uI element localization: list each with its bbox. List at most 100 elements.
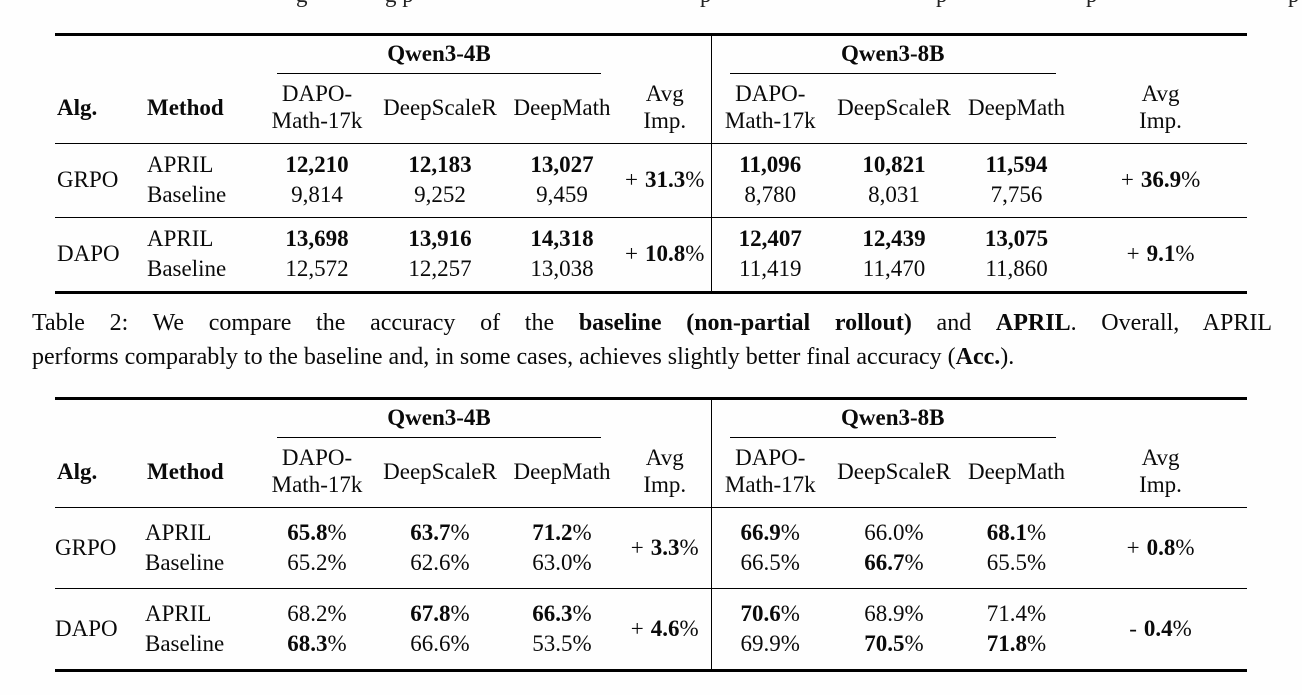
group-title: Qwen3-4B <box>277 405 601 438</box>
baseline-value: 11,470 <box>862 256 926 281</box>
group-title: Qwen3-4B <box>277 41 601 74</box>
col-header-alg: Alg. <box>55 438 145 508</box>
value-cell: 10,821 8,031 <box>829 144 959 218</box>
avg-imp-cell: +31.3% <box>619 144 711 218</box>
header-line: Math-17k <box>271 472 363 497</box>
model-group-row: Qwen3-4B Qwen3-8B <box>55 398 1247 439</box>
avg-value: 36.9 <box>1140 167 1182 192</box>
value-cell: 71.2% 63.0% <box>505 508 619 589</box>
header-line: Math-17k <box>271 108 363 133</box>
caption-text-bold: baseline (non-partial rollout) <box>578 310 912 336</box>
percent-sign: % <box>1175 535 1195 560</box>
value-cell: 14,318 13,038 <box>505 217 619 293</box>
method-cell: APRIL Baseline <box>145 217 259 293</box>
header-line: Avg <box>1141 445 1180 470</box>
baseline-value: 71.8% <box>986 631 1047 656</box>
value-cell: 70.6% 69.9% <box>710 588 829 671</box>
avg-value: 0.4 <box>1143 616 1173 641</box>
value-cell: 13,075 11,860 <box>959 217 1075 293</box>
spacer-cell <box>1074 399 1247 439</box>
avg-imp-cell: +36.9% <box>1074 144 1247 218</box>
value-cell: 12,439 11,470 <box>829 217 959 293</box>
avg-value: 0.8 <box>1146 535 1176 560</box>
col-header-dapo-math-17k: DAPO- Math-17k <box>710 74 829 144</box>
april-value: 11,096 <box>739 152 802 177</box>
column-header-row: Alg. Method DAPO- Math-17k DeepScaleR Dee… <box>55 438 1248 508</box>
value-cell: 66.9% 66.5% <box>710 507 829 589</box>
value-cell: 11,096 8,780 <box>710 143 829 218</box>
header-line: DAPO- <box>281 81 353 106</box>
april-value: 63.7% <box>410 520 470 545</box>
throughput-table: Qwen3-4B Qwen3-8B Alg. Method DAPO- Math-… <box>55 33 1248 294</box>
april-value: 70.6% <box>740 601 800 626</box>
method-cell: APRIL Baseline <box>145 588 259 671</box>
sign: + <box>1120 167 1134 192</box>
value-cell: 68.2% 68.3% <box>259 588 375 671</box>
baseline-value: 63.0% <box>532 550 592 575</box>
avg-imp-cell: +4.6% <box>619 588 711 671</box>
caption-text: and <box>911 310 996 336</box>
clipped-text-fragment: p <box>1288 0 1300 8</box>
value-cell: 12,183 9,252 <box>375 144 505 218</box>
value-cell: 65.8% 65.2% <box>259 508 375 589</box>
sign: + <box>1126 535 1140 560</box>
april-value: 66.9% <box>740 520 800 545</box>
column-header-row: Alg. Method DAPO- Math-17k DeepScaleR Dee… <box>55 74 1248 144</box>
april-value: 13,698 <box>285 226 349 251</box>
caption-text: Table 2: We compare the accuracy of the <box>32 310 579 336</box>
value-cell: 13,698 12,572 <box>259 217 375 293</box>
baseline-value: 62.6% <box>410 550 470 575</box>
header-line: DAPO- <box>735 445 806 470</box>
value-cell: 67.8% 66.6% <box>375 588 505 671</box>
value-cell: 12,407 11,419 <box>710 217 829 293</box>
baseline-value: 65.2% <box>287 550 347 575</box>
col-header-dapo-math-17k: DAPO- Math-17k <box>259 438 375 508</box>
alg-cell: GRPO <box>55 535 117 560</box>
method-baseline-label: Baseline <box>145 631 225 656</box>
header-line: Imp. <box>1139 108 1182 133</box>
header-line: Imp. <box>1139 472 1182 497</box>
baseline-value: 69.9% <box>740 631 800 656</box>
spacer-cell <box>1074 35 1247 75</box>
value-cell: 12,210 9,814 <box>259 144 375 218</box>
spacer-cell <box>55 35 259 75</box>
april-value: 13,916 <box>408 226 472 251</box>
value-cell: 13,027 9,459 <box>505 144 619 218</box>
table-row-grpo: GRPO APRIL Baseline 65.8% 65.2% 63.7% 62… <box>55 507 1247 589</box>
header-line: Avg <box>1141 81 1180 106</box>
value-cell: 63.7% 62.6% <box>375 508 505 589</box>
group-header-qwen3-8b: Qwen3-8B <box>710 398 1075 438</box>
value-cell: 66.0% 66.7% <box>829 508 959 589</box>
caption-text-bold: Acc. <box>955 344 1001 370</box>
baseline-value: 66.5% <box>740 550 800 575</box>
method-baseline-label: Baseline <box>147 182 227 207</box>
method-cell: APRIL Baseline <box>145 508 259 589</box>
avg-imp-cell: +10.8% <box>619 217 711 293</box>
baseline-value: 9,252 <box>414 182 466 207</box>
clipped-text-fragment: p <box>700 0 712 8</box>
col-header-avg-imp: Avg Imp. <box>1074 438 1248 508</box>
caption-text: ). <box>1000 344 1015 370</box>
alg-cell: GRPO <box>57 167 119 192</box>
april-value: 13,027 <box>530 152 594 177</box>
spacer-cell <box>619 35 711 75</box>
col-header-dapo-math-17k: DAPO- Math-17k <box>710 438 829 508</box>
header-line: DAPO- <box>735 81 806 106</box>
april-value: 71.2% <box>532 520 592 545</box>
header-line: Avg <box>645 445 684 470</box>
col-header-method: Method <box>145 438 259 508</box>
april-value: 14,318 <box>530 226 594 251</box>
value-cell: 66.3% 53.5% <box>505 588 619 671</box>
sign: + <box>625 241 639 266</box>
group-title: Qwen3-8B <box>729 41 1057 74</box>
baseline-value: 70.5% <box>864 631 924 656</box>
header-line: Math-17k <box>724 472 816 497</box>
baseline-value: 8,780 <box>744 182 797 207</box>
april-value: 68.1% <box>986 520 1047 545</box>
accuracy-table: Qwen3-4B Qwen3-8B Alg. Method DAPO- Math-… <box>55 397 1248 672</box>
baseline-value: 13,038 <box>530 256 594 281</box>
baseline-value: 11,860 <box>985 256 1048 281</box>
sign: + <box>1126 241 1140 266</box>
percent-sign: % <box>685 167 705 192</box>
avg-value: 31.3 <box>645 167 686 192</box>
